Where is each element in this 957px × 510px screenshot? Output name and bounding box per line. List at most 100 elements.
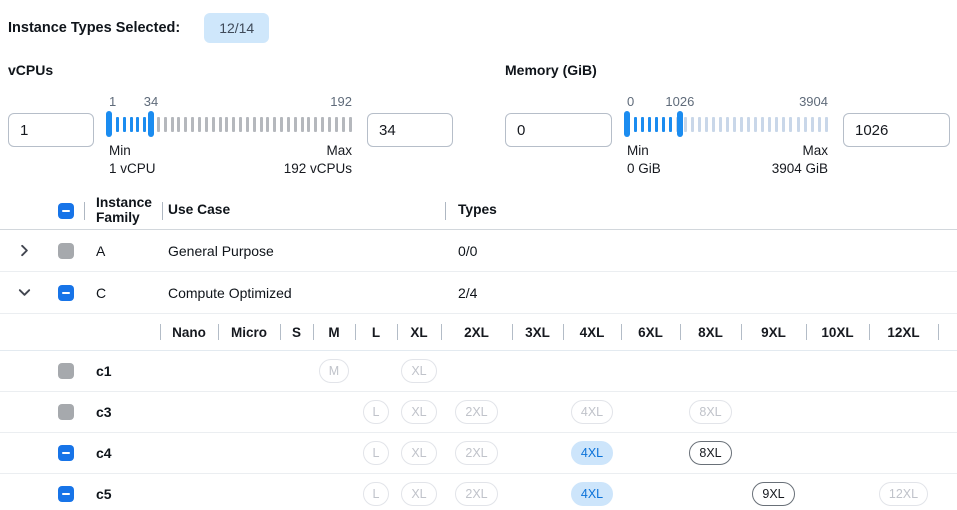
size-pill-c1-xl: XL — [401, 359, 437, 383]
selected-count-label: Instance Types Selected: — [8, 20, 181, 36]
tick — [273, 116, 277, 132]
tick — [163, 116, 167, 132]
size-pill-c5-xl: XL — [401, 482, 437, 506]
indeterminate-minus-icon — [62, 291, 70, 294]
indeterminate-minus-icon — [62, 452, 70, 454]
instance-name: c5 — [96, 486, 112, 502]
memory-slider-handle-low[interactable] — [624, 111, 630, 137]
instance-checkbox-c4[interactable] — [58, 445, 74, 461]
memory-scale-label: 3904 — [799, 94, 828, 109]
memory-range-slider[interactable]: 0 1026 3904 Min 0 GiB Max 3904 GiB — [624, 78, 828, 178]
tick — [328, 116, 331, 132]
tick — [768, 116, 772, 132]
size-pill-c5-2xl: 2XL — [455, 482, 498, 506]
size-pill-c4-l: L — [362, 441, 390, 465]
size-pill-c4-4xl[interactable]: 4XL — [570, 441, 614, 465]
select-all-checkbox[interactable] — [58, 202, 74, 219]
vcpus-slider-handle-high[interactable] — [148, 111, 155, 137]
memory-min-label: Min — [627, 143, 649, 158]
size-pill-c3-l: L — [362, 400, 390, 424]
size-pill-c4-xl: XL — [401, 441, 437, 465]
memory-max-detail: 3904 GiB — [771, 160, 828, 176]
tick — [218, 116, 222, 132]
vcpu-filter-group: vCPUs 1 34 192 Min 1 vCPU Max 192 vCPUs — [8, 46, 453, 178]
filters-section: vCPUs 1 34 192 Min 1 vCPU Max 192 vCPUs — [0, 46, 957, 192]
memory-slider-handle-high[interactable] — [676, 111, 683, 137]
family-name: C — [96, 284, 107, 301]
tick — [136, 116, 140, 132]
tick — [341, 116, 345, 132]
tick — [740, 116, 743, 132]
vcpu-slider-track[interactable] — [106, 111, 352, 137]
expand-toggle-C[interactable] — [17, 285, 32, 300]
size-col-label: 8XL — [698, 324, 723, 340]
table-body: A General Purpose 0/0 C Compute Optimized 2/4… — [0, 230, 957, 510]
instance-name: c4 — [96, 445, 112, 461]
tick — [747, 116, 751, 132]
size-col-3xl: 3XL — [512, 314, 563, 350]
tick — [782, 116, 786, 132]
size-pill-c5-4xl[interactable]: 4XL — [570, 482, 614, 506]
vcpus-slider-ticks — [109, 116, 352, 132]
vcpu-min-input[interactable] — [8, 113, 94, 147]
vcpu-range-slider[interactable]: 1 34 192 Min 1 vCPU Max 192 vCPUs — [106, 78, 352, 178]
memory-min-input[interactable] — [505, 113, 612, 147]
tick — [211, 116, 215, 132]
size-col-label: Micro — [230, 324, 267, 340]
size-col-12xl: 12XL — [869, 314, 938, 350]
instance-table: Instance Family Use Case Types A General … — [0, 192, 957, 510]
memory-slider-ticks — [627, 116, 828, 132]
memory-max-input[interactable] — [843, 113, 950, 147]
expand-toggle-A[interactable] — [17, 243, 32, 258]
instance-checkbox-c5[interactable] — [58, 486, 74, 502]
vcpu-min-detail: 1 vCPU — [109, 160, 156, 176]
col-header-use-case: Use Case — [168, 202, 231, 218]
tick — [718, 116, 722, 132]
tick — [683, 116, 687, 132]
memory-slider-scale: 0 1026 3904 — [627, 94, 828, 111]
tick — [321, 116, 325, 132]
size-col-9xl: 9XL — [741, 314, 806, 350]
memory-slider-track[interactable] — [624, 111, 828, 137]
size-header-row: Nano Micro S M L XL 2XL 3XL 4XL 6XL 8XL 9XL 10XL 12XL — [0, 314, 957, 351]
size-pill-c5-9xl[interactable]: 9XL — [752, 482, 795, 506]
size-col-10xl: 10XL — [806, 314, 869, 350]
indeterminate-minus-icon — [62, 493, 70, 495]
size-col-micro: Micro — [218, 314, 280, 350]
tick — [634, 116, 638, 132]
tick — [259, 116, 263, 132]
tick — [803, 116, 807, 132]
vcpu-max-label: Max — [326, 143, 352, 158]
tick — [177, 116, 181, 132]
size-col-label: 6XL — [638, 324, 663, 340]
tick — [711, 116, 715, 132]
vcpu-min-label: Min — [109, 143, 131, 158]
vcpu-filter-title: vCPUs — [8, 62, 54, 78]
size-pill-c4-8xl[interactable]: 8XL — [689, 441, 732, 465]
tick — [184, 116, 188, 132]
family-checkbox-C[interactable] — [58, 284, 74, 301]
memory-filter-title: Memory (GiB) — [505, 62, 597, 78]
size-col-6xl: 6XL — [621, 314, 680, 350]
memory-min-detail: 0 GiB — [627, 160, 661, 176]
types-count: 2/4 — [458, 284, 478, 301]
tick — [156, 116, 160, 132]
vcpus-scale-label: 192 — [330, 94, 352, 109]
tick — [817, 116, 821, 132]
size-col-label: M — [328, 324, 340, 340]
tick — [690, 116, 694, 132]
tick — [641, 116, 645, 132]
size-pill-c5-l: L — [362, 482, 390, 506]
instance-checkbox-c1 — [58, 363, 74, 379]
tick — [697, 116, 701, 132]
vcpus-slider-handle-low[interactable] — [106, 111, 112, 137]
vcpu-max-input[interactable] — [367, 113, 453, 147]
memory-filter-group: Memory (GiB) 0 1026 3904 Min 0 GiB Max 390… — [505, 46, 950, 178]
size-col-label: 10XL — [821, 324, 854, 340]
use-case-value: General Purpose — [168, 242, 274, 259]
size-col-label: 4XL — [579, 324, 605, 340]
size-pill-c1-m: M — [318, 359, 350, 383]
memory-max-label: Max — [802, 143, 828, 158]
tick — [314, 116, 318, 132]
